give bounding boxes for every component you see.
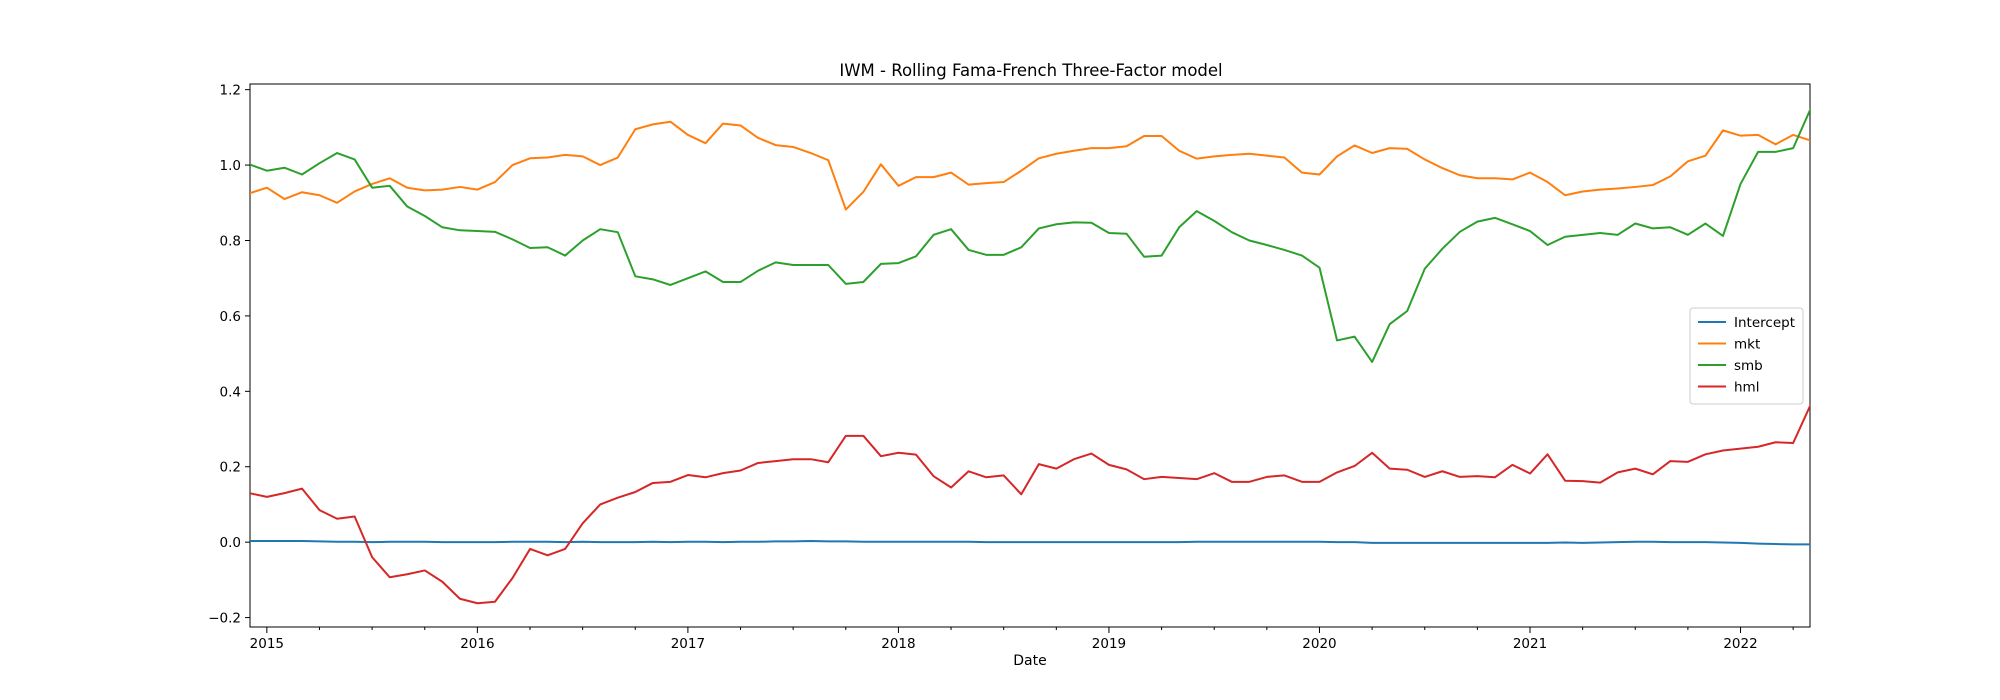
series-line-hml	[250, 404, 1810, 605]
legend-label-smb: smb	[1734, 358, 1763, 374]
plot-area	[249, 83, 1811, 628]
x-tick-label: 2021	[1513, 636, 1547, 652]
x-tick-label: 2020	[1302, 636, 1336, 652]
legend-label-intercept: Intercept	[1734, 315, 1795, 331]
legend-box	[1689, 307, 1804, 405]
axes-frame	[249, 83, 1811, 628]
x-axis-label: Date	[1013, 653, 1046, 669]
x-tick-label: 2016	[460, 636, 494, 652]
y-tick-label: 0.8	[220, 233, 241, 249]
y-axis: −0.2 0.0 0.2 0.4 0.6 0.8 1.0 1.2	[208, 83, 250, 627]
legend: Intercept mkt smb hml	[1689, 307, 1804, 405]
series-line-mkt	[250, 120, 1810, 211]
x-tick-label: 2019	[1092, 636, 1126, 652]
x-axis: 2015 2016 2017 2018 2019 2020 2021 2022	[250, 627, 1794, 652]
y-tick-label: 0.0	[220, 535, 241, 551]
y-tick-label: 1.0	[220, 158, 241, 174]
chart-title: IWM - Rolling Fama-French Three-Factor m…	[839, 61, 1222, 80]
x-tick-label: 2022	[1723, 636, 1757, 652]
x-tick-label: 2017	[671, 636, 705, 652]
series-line-intercept	[250, 540, 1810, 546]
y-tick-label: 0.4	[220, 384, 241, 400]
y-tick-label: 0.6	[220, 309, 241, 325]
legend-label-hml: hml	[1734, 380, 1759, 396]
x-tick-label: 2015	[250, 636, 284, 652]
legend-label-mkt: mkt	[1734, 337, 1760, 353]
y-tick-label: 0.2	[220, 460, 241, 476]
y-tick-label: −0.2	[208, 611, 241, 627]
series-lines	[250, 108, 1810, 605]
series-line-smb	[250, 108, 1810, 363]
y-tick-label: 1.2	[220, 83, 241, 99]
x-tick-label: 2018	[881, 636, 915, 652]
